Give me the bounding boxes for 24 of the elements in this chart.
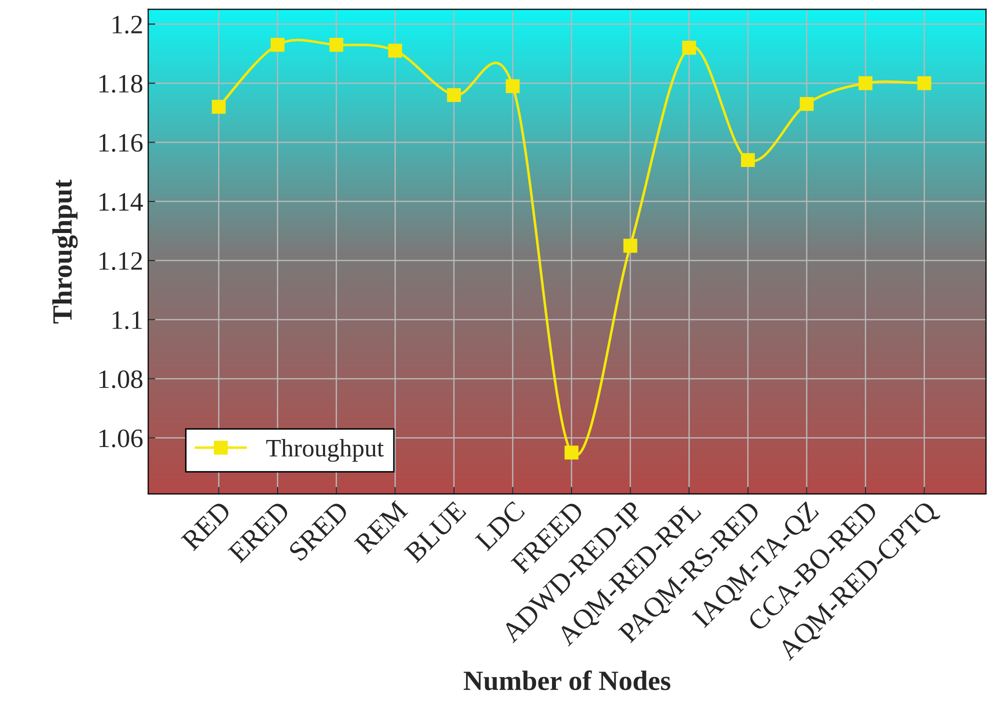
x-axis-title: Number of Nodes — [464, 670, 670, 690]
point — [682, 40, 696, 55]
y-tick-label: 1.18 — [99, 74, 142, 93]
point — [858, 76, 872, 90]
y-tick-label: 1.1 — [112, 311, 142, 330]
y-tick-label: 1.16 — [99, 134, 143, 152]
point — [800, 96, 814, 111]
y-tick-label: 1.2 — [112, 16, 142, 34]
point — [506, 79, 520, 94]
y-tick-label: 1.14 — [99, 193, 143, 211]
point — [623, 238, 638, 253]
point — [740, 153, 755, 167]
legend-label: Throughput — [266, 439, 384, 462]
y-tick-label: 1.12 — [99, 252, 142, 270]
point — [446, 88, 461, 102]
point — [212, 100, 226, 114]
point — [564, 446, 578, 460]
point — [388, 44, 402, 58]
point — [329, 38, 344, 52]
y-tick-label: 1.06 — [99, 429, 143, 448]
y-tick-label: 1.08 — [99, 370, 142, 388]
y-axis-title: Throughput — [52, 179, 78, 324]
point — [917, 76, 932, 90]
point — [270, 38, 284, 52]
